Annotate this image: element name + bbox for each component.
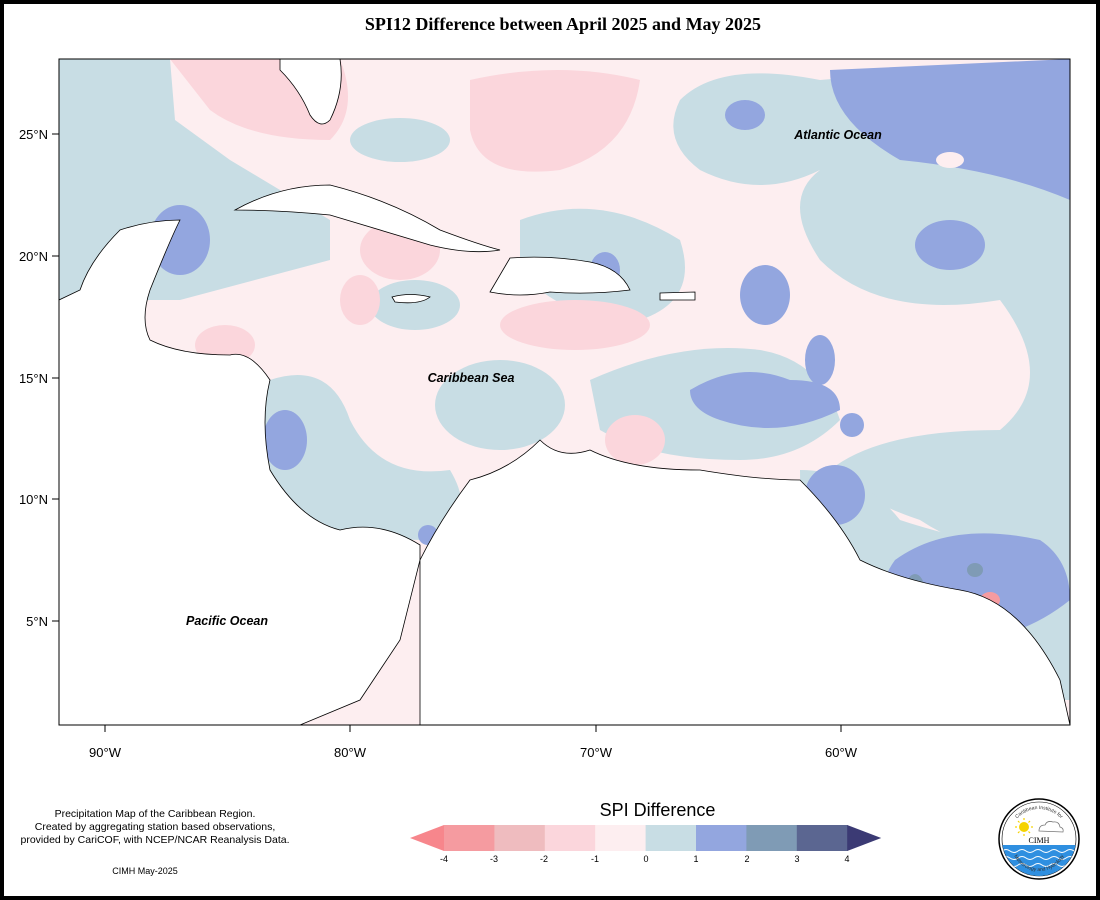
legend-tick-label: -3 [490,854,498,864]
sun-icon [1019,822,1029,832]
map-border [58,58,1071,726]
legend-tick-label: 2 [744,854,749,864]
x-tick-label: 70°W [580,745,613,760]
credit-line: Precipitation Map of the Caribbean Regio… [54,808,256,820]
credit-line: provided by CariCOF, with NCEP/NCAR Rean… [20,834,290,846]
legend-tick-labels: -4 -3 -2 -1 0 1 2 3 4 [440,854,850,864]
axis-ticks [52,133,842,732]
x-tick-label: 90°W [89,745,122,760]
legend-swatch [595,825,647,851]
legend-tick-label: -4 [440,854,448,864]
y-tick-label: 10°N [19,492,48,507]
y-axis-labels: 25°N 20°N 15°N 10°N 5°N [19,127,48,629]
legend-tick-label: -2 [540,854,548,864]
cimh-logo: CIMH Caribbean Institute for Meteorology… [998,798,1080,880]
legend-swatch [746,825,798,851]
legend-swatch [444,825,495,851]
legend-arrow-high [847,825,882,851]
legend-swatch [696,825,747,851]
logo-text: CIMH [1029,836,1050,845]
legend-swatch [796,825,848,851]
credit-text: Precipitation Map of the Caribbean Regio… [0,808,310,847]
y-tick-label: 15°N [19,371,48,386]
legend-tick-label: 1 [693,854,698,864]
legend-tick-label: -1 [591,854,599,864]
cloud-icon [1038,821,1064,833]
legend-tick-label: 0 [643,854,648,864]
legend-arrow-low [410,825,444,851]
legend-swatch [544,825,596,851]
y-tick-label: 20°N [19,249,48,264]
credit-line: Created by aggregating station based obs… [34,821,276,833]
map-title: SPI12 Difference between April 2025 and … [364,14,762,34]
spi-field [59,59,1070,725]
x-tick-label: 60°W [825,745,858,760]
x-axis-labels: 90°W 80°W 70°W 60°W [89,745,858,760]
pacific-ocean-label: Pacific Ocean [186,614,268,628]
legend-swatch [645,825,697,851]
legend-tick-label: 4 [844,854,849,864]
legend-title: SPI Difference [599,800,716,820]
y-tick-label: 5°N [26,614,48,629]
legend-tick-label: 3 [794,854,799,864]
x-tick-label: 80°W [334,745,367,760]
legend-swatch [494,825,546,851]
legend-colorbar [410,825,882,851]
credit-date: CIMH May-2025 [112,866,178,876]
caribbean-sea-label: Caribbean Sea [428,371,515,385]
atlantic-ocean-label: Atlantic Ocean [793,128,882,142]
y-tick-label: 25°N [19,127,48,142]
land-masses [59,59,1070,725]
